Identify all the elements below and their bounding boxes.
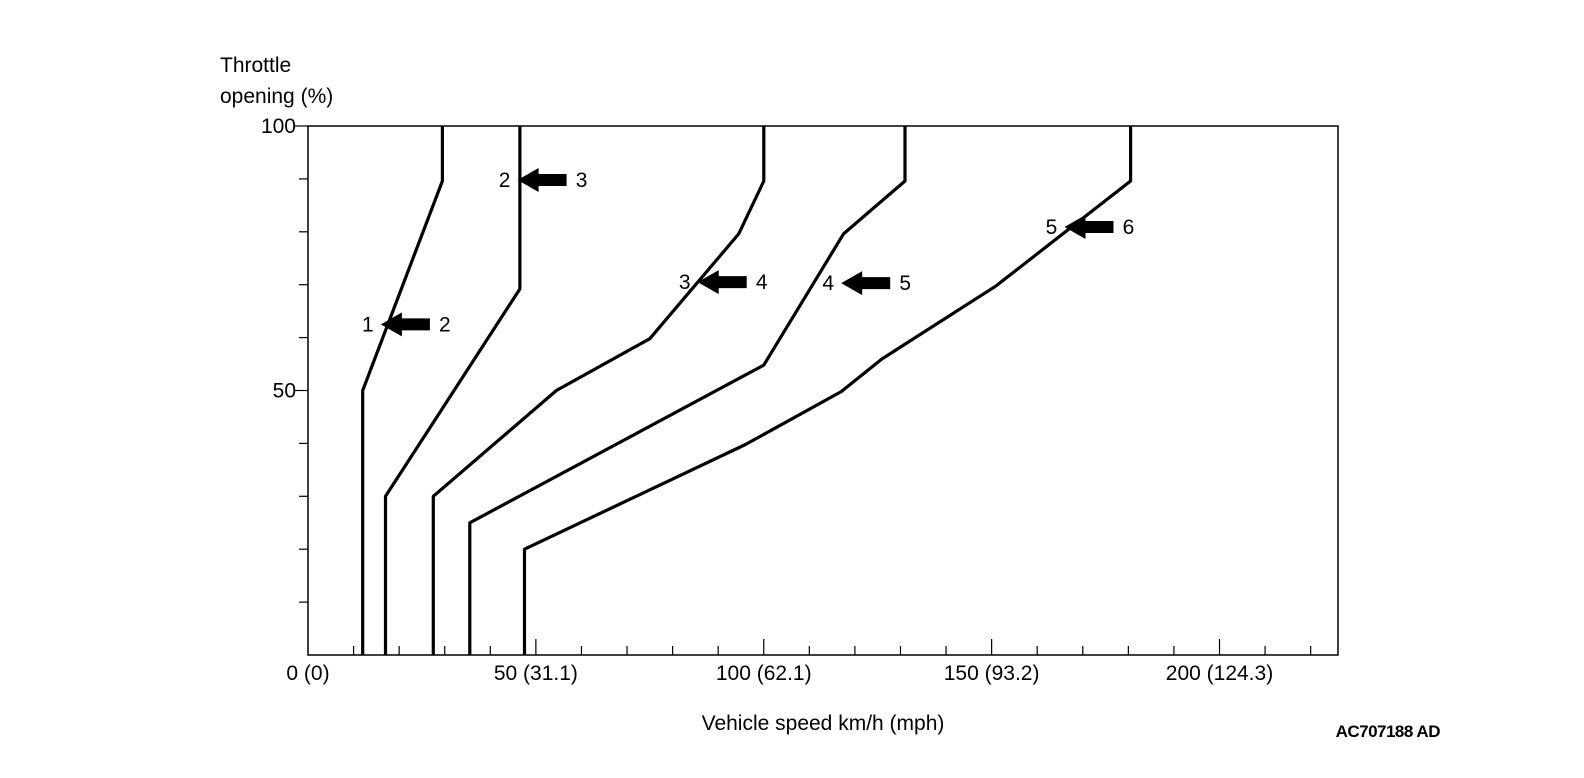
shift-line-1-2 bbox=[361, 126, 444, 655]
plot-frame bbox=[307, 125, 1339, 656]
to-gear-label: 6 bbox=[1123, 216, 1135, 239]
x-axis-title: Vehicle speed km/h (mph) bbox=[702, 712, 945, 735]
y-axis-title-line2: opening (%) bbox=[220, 85, 333, 108]
plot-area bbox=[307, 125, 1339, 656]
y-axis-title-line1: Throttle bbox=[220, 54, 291, 77]
y-axis: 50 100 bbox=[261, 115, 308, 603]
left-arrow-icon bbox=[517, 168, 567, 192]
from-gear-label: 5 bbox=[1046, 216, 1058, 239]
figure-code: AC707188 AD bbox=[1336, 722, 1441, 741]
shift-lines bbox=[361, 126, 1133, 655]
to-gear-label: 4 bbox=[756, 271, 768, 294]
left-arrow-icon bbox=[1064, 215, 1114, 239]
from-gear-label: 1 bbox=[362, 313, 374, 336]
to-gear-label: 3 bbox=[576, 169, 588, 192]
left-arrow-icon bbox=[697, 270, 747, 295]
shift-arrows: 1 22 33 4 4 55 6 bbox=[362, 168, 1135, 337]
shift-line-3-4 bbox=[431, 126, 766, 655]
shift-line-4-5 bbox=[468, 126, 907, 655]
x-tick-label: 200 (124.3) bbox=[1166, 662, 1273, 685]
from-gear-label: 2 bbox=[499, 169, 511, 192]
left-arrow-icon bbox=[841, 271, 891, 296]
x-axis: 0 (0) 50 (31.1) 100 (62.1) 150 (93.2) 200 (1… bbox=[286, 639, 1312, 685]
x-tick-label: 150 (93.2) bbox=[944, 662, 1040, 685]
x-tick-label: 50 (31.1) bbox=[494, 662, 578, 685]
shift-line-5-6 bbox=[522, 126, 1133, 655]
y-tick-label: 100 bbox=[261, 115, 296, 138]
shift-line-2-3 bbox=[383, 126, 522, 655]
left-arrow-icon bbox=[380, 312, 430, 337]
to-gear-label: 2 bbox=[439, 313, 451, 336]
y-tick-label: 50 bbox=[273, 380, 296, 403]
x-tick-label: 100 (62.1) bbox=[716, 662, 812, 685]
x-tick-label: 0 (0) bbox=[286, 662, 329, 685]
from-gear-label: 3 bbox=[679, 271, 691, 294]
to-gear-label: 5 bbox=[899, 272, 911, 295]
from-gear-label: 4 bbox=[822, 272, 834, 295]
